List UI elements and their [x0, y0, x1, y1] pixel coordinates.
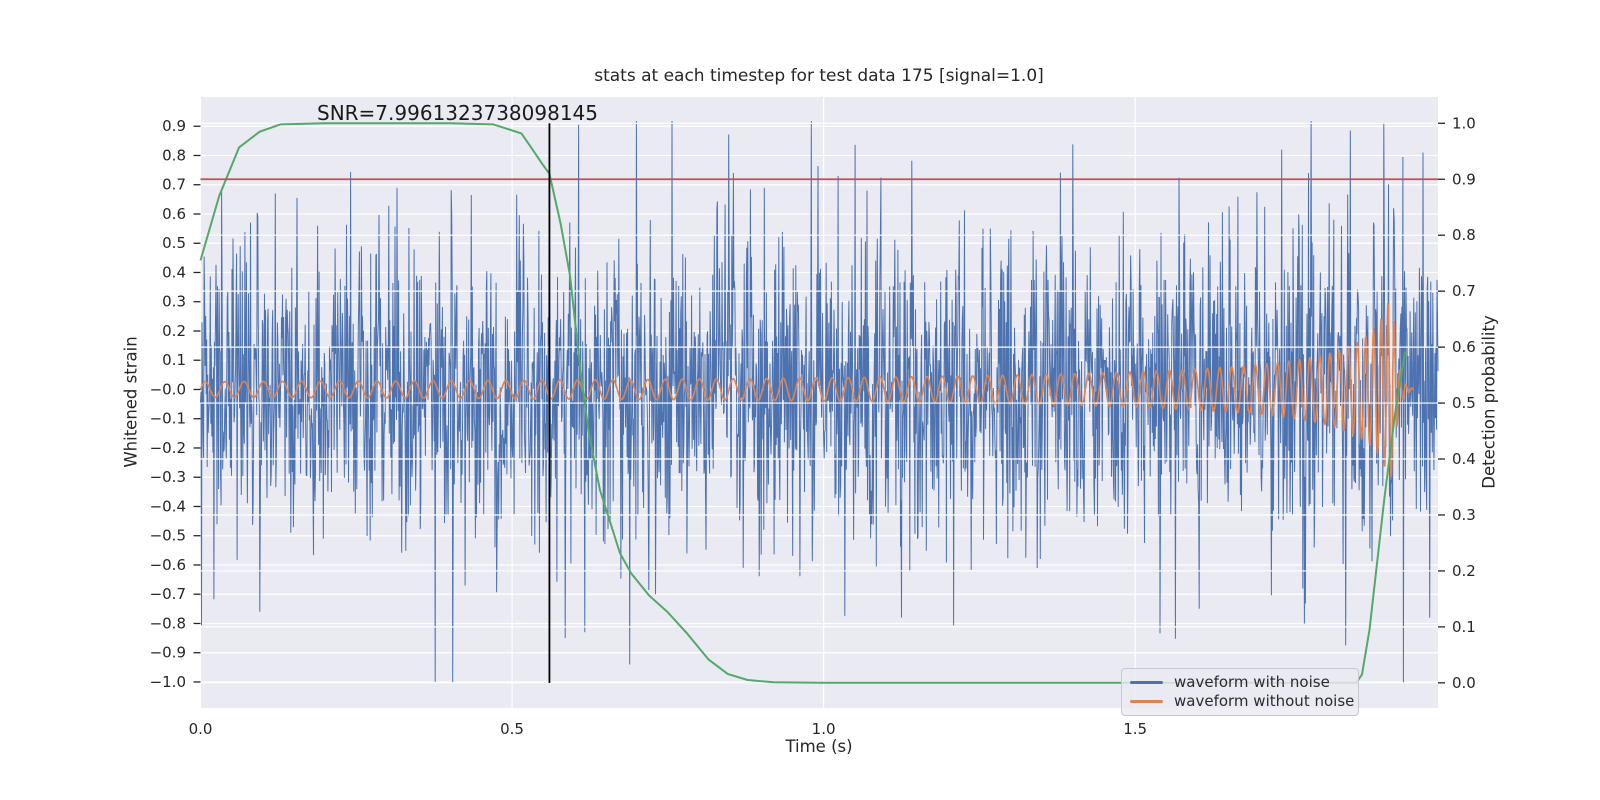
tick-label-left: 0.1 [162, 351, 186, 369]
tick-label-x: 0.5 [500, 720, 524, 738]
legend-item-with-noise: waveform with noise [1130, 675, 1350, 690]
tick-label-right: 0.0 [1452, 674, 1476, 692]
tick-label-left: −0.6 [150, 556, 186, 574]
legend-label-with-noise: waveform with noise [1174, 673, 1330, 691]
tick-label-x: 0.0 [189, 720, 213, 738]
x-axis-label: Time (s) [785, 737, 853, 756]
tick-label-left: −0.0 [150, 380, 186, 398]
legend: waveform with noise waveform without noi… [1121, 668, 1359, 716]
legend-label-without-noise: waveform without noise [1174, 692, 1355, 710]
tick-label-left: 0.4 [162, 263, 186, 281]
tick-label-right: 0.3 [1452, 506, 1476, 524]
tick-label-left: −0.3 [150, 468, 186, 486]
tick-label-left: 0.3 [162, 293, 186, 311]
legend-swatch-with-noise [1130, 681, 1163, 684]
tick-label-left: 0.6 [162, 205, 186, 223]
tick-label-left: −0.4 [150, 497, 186, 515]
legend-swatch-without-noise [1130, 700, 1163, 703]
tick-label-left: −1.0 [150, 673, 186, 691]
tick-label-x: 1.5 [1123, 720, 1147, 738]
tick-label-left: −0.8 [150, 614, 186, 632]
waveform-with-noise-line [200, 120, 1439, 684]
tick-label-right: 0.2 [1452, 562, 1476, 580]
tick-label-left: −0.1 [150, 410, 186, 428]
tick-label-right: 0.1 [1452, 618, 1476, 636]
tick-label-left: 0.2 [162, 322, 186, 340]
tick-label-right: 0.7 [1452, 282, 1476, 300]
tick-label-left: 0.7 [162, 176, 186, 194]
tick-label-left: −0.5 [150, 527, 186, 545]
snr-annotation: SNR=7.9961323738098145 [317, 101, 598, 125]
y-axis-label-left: Whitened strain [121, 336, 141, 468]
tick-label-left: 0.5 [162, 234, 186, 252]
y-axis-label-right: Detection probability [1479, 315, 1499, 489]
tick-label-left: 0.9 [162, 117, 186, 135]
tick-label-right: 0.5 [1452, 394, 1476, 412]
chart-title: stats at each timestep for test data 175… [594, 66, 1044, 86]
tick-label-left: −0.7 [150, 585, 186, 603]
tick-label-left: −0.2 [150, 439, 186, 457]
tick-label-right: 0.8 [1452, 226, 1476, 244]
tick-label-left: −0.9 [150, 644, 186, 662]
tick-label-right: 0.4 [1452, 450, 1476, 468]
tick-label-left: 0.8 [162, 146, 186, 164]
tick-label-x: 1.0 [812, 720, 836, 738]
tick-label-right: 0.9 [1452, 170, 1476, 188]
waveform-without-noise-line [199, 302, 1415, 478]
tick-label-right: 1.0 [1452, 114, 1476, 132]
legend-item-without-noise: waveform without noise [1130, 694, 1354, 709]
tick-label-right: 0.6 [1452, 338, 1476, 356]
